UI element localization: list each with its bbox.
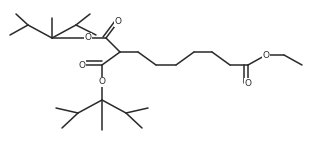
Text: O: O (79, 61, 86, 70)
Text: O: O (115, 17, 121, 27)
Text: O: O (84, 34, 91, 42)
Text: O: O (244, 78, 251, 88)
Text: O: O (99, 78, 106, 86)
Text: O: O (262, 51, 270, 59)
